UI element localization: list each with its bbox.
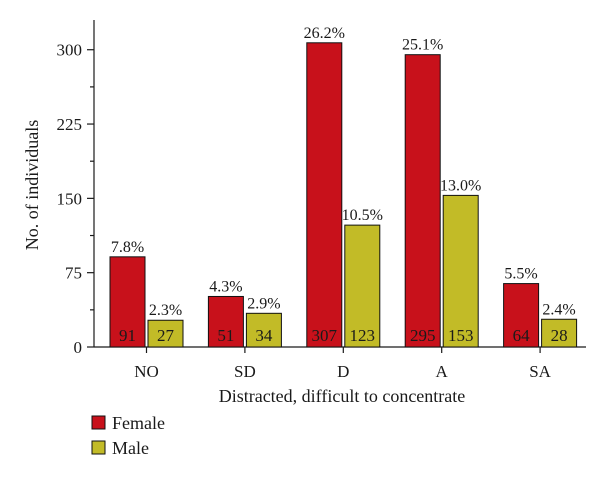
bar-female (503, 283, 540, 348)
bar-male (344, 224, 381, 348)
y-tick-label: 150 (57, 189, 83, 208)
x-tick-label: A (436, 362, 449, 381)
x-tick-label: SD (234, 362, 256, 381)
legend-label-male: Male (112, 438, 149, 458)
legend-swatch-female (91, 415, 106, 430)
count-label-female: 91 (119, 326, 136, 345)
percent-label-female: 7.8% (111, 239, 144, 256)
legend: Female Male (91, 413, 165, 458)
percent-label-female: 26.2% (304, 25, 345, 42)
bar-female (109, 256, 146, 348)
x-tick-label: SA (529, 362, 551, 381)
bar-male (147, 319, 184, 348)
count-label-male: 28 (551, 326, 568, 345)
count-label-female: 51 (217, 326, 234, 345)
count-label-female: 295 (410, 326, 436, 345)
x-tick-label: NO (134, 362, 159, 381)
x-axis-title: Distracted, difficult to concentrate (219, 386, 466, 406)
percent-label-male: 2.9% (247, 295, 280, 312)
bar-female (404, 54, 441, 348)
bar-female (207, 295, 244, 348)
count-label-male: 153 (448, 326, 474, 345)
y-tick-label: 75 (65, 264, 82, 283)
count-label-male: 123 (350, 326, 376, 345)
percent-label-male: 10.5% (342, 207, 383, 224)
count-label-female: 307 (312, 326, 338, 345)
y-axis-title: No. of individuals (22, 120, 42, 251)
count-label-female: 64 (513, 326, 531, 345)
x-tick-label: D (337, 362, 349, 381)
bar-male (442, 194, 479, 348)
bar-male (245, 312, 282, 348)
y-tick-label: 225 (57, 115, 83, 134)
y-tick-label: 300 (57, 41, 83, 60)
legend-swatch-male (91, 440, 106, 455)
bar-female (306, 42, 343, 348)
legend-label-female: Female (112, 413, 165, 433)
percent-label-male: 2.4% (542, 301, 575, 318)
count-label-male: 34 (255, 326, 273, 345)
percent-label-male: 2.3% (149, 302, 182, 319)
y-tick-label: 0 (74, 338, 83, 357)
percent-label-male: 13.0% (440, 177, 481, 194)
percent-label-female: 5.5% (504, 266, 537, 283)
percent-label-female: 4.3% (209, 278, 242, 295)
count-label-male: 27 (157, 326, 175, 345)
bar-male (541, 318, 578, 348)
percent-label-female: 25.1% (402, 37, 443, 54)
